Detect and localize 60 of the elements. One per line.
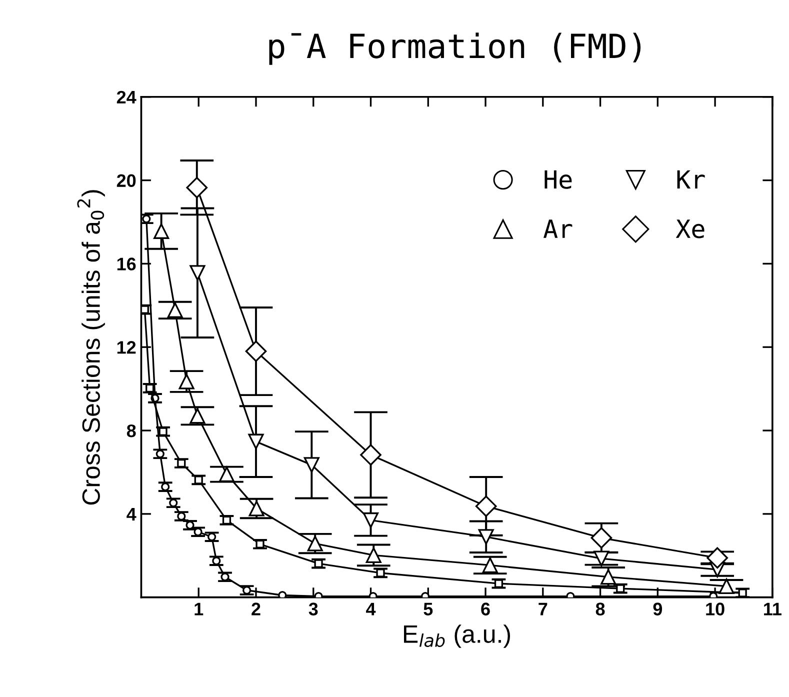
x-tick-label: 4 xyxy=(366,602,376,616)
point xyxy=(194,476,203,484)
y-axis-title: Cross Sections (units of a$_{0}$$^{2}$) xyxy=(77,190,105,505)
x-tick-label: 6 xyxy=(481,602,490,616)
point xyxy=(154,223,170,239)
point xyxy=(362,512,379,528)
x-tick-label: 3 xyxy=(308,602,318,616)
point xyxy=(156,450,164,458)
point xyxy=(248,500,264,516)
point xyxy=(248,434,264,450)
y-tick-label: 20 xyxy=(116,174,136,188)
y-tick-label: 12 xyxy=(117,341,136,354)
point xyxy=(169,498,178,508)
point xyxy=(616,584,625,593)
point xyxy=(600,569,616,585)
point xyxy=(314,559,323,568)
chart-title: p̄A Formation (FMD) xyxy=(269,32,641,65)
point xyxy=(706,547,728,569)
point xyxy=(245,340,267,362)
point xyxy=(220,572,230,582)
point xyxy=(141,305,149,314)
point xyxy=(190,408,206,424)
point xyxy=(158,427,168,436)
point xyxy=(218,466,235,482)
point xyxy=(142,214,151,224)
point xyxy=(738,588,747,598)
y-tick-label: 16 xyxy=(117,258,136,270)
point xyxy=(360,444,382,466)
point xyxy=(478,529,494,545)
point xyxy=(190,265,206,281)
point xyxy=(178,374,194,390)
x-tick-label: 9 xyxy=(653,602,662,616)
legend-label: Kr xyxy=(677,170,705,189)
point xyxy=(482,557,498,573)
legend-label: Ar xyxy=(543,220,572,238)
point xyxy=(475,496,497,517)
point xyxy=(590,527,612,549)
x-tick-label: 2 xyxy=(252,602,260,616)
point xyxy=(307,536,323,552)
point xyxy=(494,579,504,588)
point xyxy=(167,302,183,318)
point xyxy=(594,550,610,566)
point xyxy=(376,568,385,578)
point xyxy=(186,176,208,198)
legend-label: Xe xyxy=(676,220,704,238)
x-tick-label: 7 xyxy=(538,602,548,616)
point xyxy=(366,547,382,563)
y-tick-label: 8 xyxy=(126,424,136,438)
x-tick-label: 8 xyxy=(596,602,605,616)
y-tick-label: 24 xyxy=(116,90,136,104)
x-axis-title: E$_{lab}$ (a.u.) xyxy=(404,624,510,648)
x-tick-label: 1 xyxy=(194,602,204,616)
point xyxy=(278,590,287,598)
legend-label: He xyxy=(544,170,572,189)
point xyxy=(718,578,734,594)
y-tick-label: 4 xyxy=(126,508,136,520)
x-tick-label: 10 xyxy=(706,602,724,616)
x-tick-label: 11 xyxy=(764,602,782,616)
x-tick-label: 5 xyxy=(424,602,433,616)
point xyxy=(304,457,320,473)
